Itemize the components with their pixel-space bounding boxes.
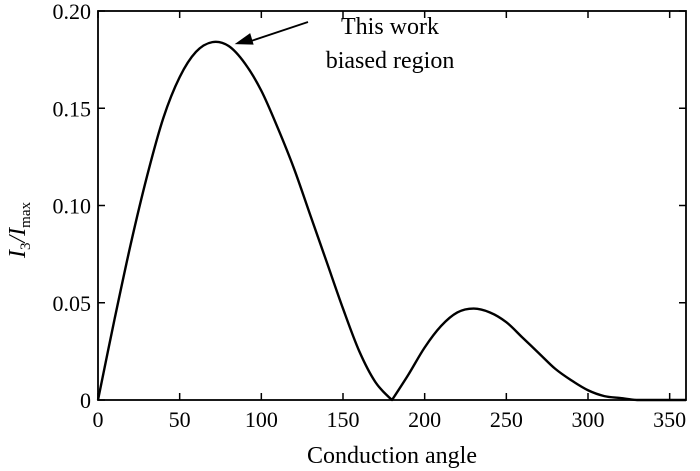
y-axis-label: I3/Imax [5, 202, 34, 259]
y-axis-label-main: I [5, 249, 31, 259]
y-tick-label: 0.20 [53, 0, 92, 24]
y-axis-label-sub2: max [18, 202, 34, 228]
x-axis-label: Conduction angle [307, 443, 477, 469]
y-axis-label-sep: /I [5, 227, 31, 245]
y-tick-label: 0 [80, 388, 91, 413]
x-tick-label: 50 [169, 407, 191, 432]
y-tick-label: 0.10 [53, 194, 92, 219]
y-tick-label: 0.05 [53, 291, 92, 316]
x-tick-label: 350 [653, 407, 686, 432]
annotation-line-2: biased region [326, 48, 455, 74]
x-tick-label: 0 [93, 407, 104, 432]
annotation-arrow-head [234, 33, 254, 45]
x-tick-label: 200 [408, 407, 441, 432]
x-tick-label: 300 [572, 407, 605, 432]
annotation-line-1: This work [341, 14, 439, 40]
y-axis-label-sub1: 3 [18, 243, 34, 251]
annotation-arrow-shaft [250, 21, 309, 42]
y-tick-label: 0.15 [53, 96, 92, 121]
x-tick-label: 100 [245, 407, 278, 432]
series-line [96, 40, 686, 402]
x-tick-label: 150 [327, 407, 360, 432]
x-tick-label: 250 [490, 407, 523, 432]
